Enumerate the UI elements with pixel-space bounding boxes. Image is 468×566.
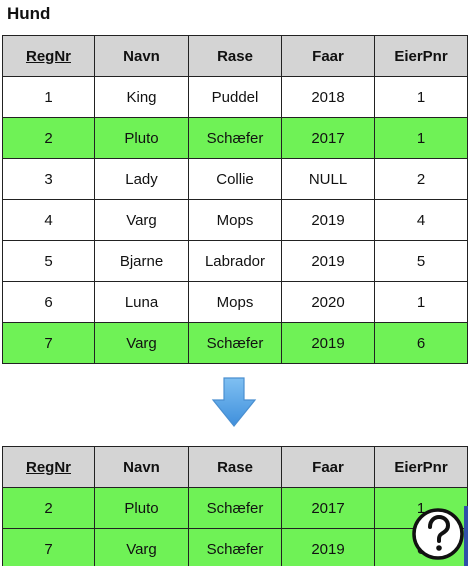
table-cell: 6 bbox=[2, 281, 95, 323]
table-cell: Schæfer bbox=[188, 117, 282, 159]
table-row: 3 Lady Collie NULL 2 bbox=[2, 158, 468, 200]
table-cell: 4 bbox=[374, 199, 468, 241]
table-cell: 2 bbox=[374, 158, 468, 200]
column-header: Navn bbox=[94, 35, 189, 77]
edge-bar bbox=[464, 506, 468, 566]
table-cell: Mops bbox=[188, 281, 282, 323]
table-cell: 2019 bbox=[281, 322, 375, 364]
table-cell: NULL bbox=[281, 158, 375, 200]
table-row: 1 King Puddel 2018 1 bbox=[2, 76, 468, 118]
table-cell: Pluto bbox=[94, 487, 189, 529]
result-table: RegNr Navn Rase Faar EierPnr 2 Pluto Schæf… bbox=[2, 446, 468, 566]
table-cell: Schæfer bbox=[188, 322, 282, 364]
column-header: Faar bbox=[281, 35, 375, 77]
table-cell: 2019 bbox=[281, 240, 375, 282]
table-cell: Varg bbox=[94, 528, 189, 566]
table-cell: Schæfer bbox=[188, 528, 282, 566]
column-header: RegNr bbox=[2, 446, 95, 488]
table-cell: Varg bbox=[94, 322, 189, 364]
table-cell: 6 bbox=[374, 322, 468, 364]
column-header: EierPnr bbox=[374, 446, 468, 488]
source-table: RegNr Navn Rase Faar EierPnr 1 King Puddel… bbox=[2, 35, 468, 364]
down-arrow-icon bbox=[211, 377, 257, 427]
table-cell: Luna bbox=[94, 281, 189, 323]
header-row: RegNr Navn Rase Faar EierPnr bbox=[2, 446, 468, 488]
table-cell: Mops bbox=[188, 199, 282, 241]
table-cell: Pluto bbox=[94, 117, 189, 159]
column-header: EierPnr bbox=[374, 35, 468, 77]
column-header: Rase bbox=[188, 446, 282, 488]
table-cell: Labrador bbox=[188, 240, 282, 282]
table-cell: Collie bbox=[188, 158, 282, 200]
table-cell: 1 bbox=[374, 76, 468, 118]
table-cell: 2017 bbox=[281, 117, 375, 159]
table-cell: 4 bbox=[2, 199, 95, 241]
table-cell: 1 bbox=[374, 117, 468, 159]
table-cell: 3 bbox=[2, 158, 95, 200]
column-header: RegNr bbox=[2, 35, 95, 77]
table-cell: 2020 bbox=[281, 281, 375, 323]
table-cell: 2 bbox=[2, 487, 95, 529]
question-mark-icon[interactable] bbox=[410, 506, 466, 562]
table-title: Hund bbox=[7, 4, 51, 23]
table-cell: 2019 bbox=[281, 199, 375, 241]
table-cell: 1 bbox=[2, 76, 95, 118]
table-cell: 2018 bbox=[281, 76, 375, 118]
column-header: Faar bbox=[281, 446, 375, 488]
table-cell: Bjarne bbox=[94, 240, 189, 282]
table-cell: 2019 bbox=[281, 528, 375, 566]
table-cell: 1 bbox=[374, 281, 468, 323]
column-header: Rase bbox=[188, 35, 282, 77]
table-row: 2 Pluto Schæfer 2017 1 bbox=[2, 117, 468, 159]
table-cell: King bbox=[94, 76, 189, 118]
table-cell: 7 bbox=[2, 528, 95, 566]
table-cell: Lady bbox=[94, 158, 189, 200]
column-header: Navn bbox=[94, 446, 189, 488]
table-row: 5 Bjarne Labrador 2019 5 bbox=[2, 240, 468, 282]
table-cell: Puddel bbox=[188, 76, 282, 118]
table-cell: 5 bbox=[374, 240, 468, 282]
table-cell: 2017 bbox=[281, 487, 375, 529]
table-cell: Schæfer bbox=[188, 487, 282, 529]
table-row: 2 Pluto Schæfer 2017 1 bbox=[2, 487, 468, 529]
table-row: 6 Luna Mops 2020 1 bbox=[2, 281, 468, 323]
table-cell: 5 bbox=[2, 240, 95, 282]
table-cell: 2 bbox=[2, 117, 95, 159]
table-row: 4 Varg Mops 2019 4 bbox=[2, 199, 468, 241]
table-cell: Varg bbox=[94, 199, 189, 241]
table-cell: 7 bbox=[2, 322, 95, 364]
header-row: RegNr Navn Rase Faar EierPnr bbox=[2, 35, 468, 77]
